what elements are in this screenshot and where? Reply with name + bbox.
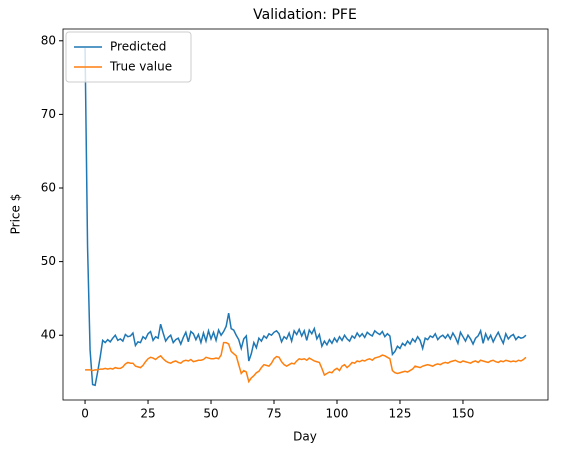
x-tick-label: 25 — [140, 407, 155, 421]
x-tick-label: 50 — [203, 407, 218, 421]
chart-title: Validation: PFE — [253, 7, 357, 23]
x-axis-label: Day — [293, 430, 317, 444]
x-tick-label: 75 — [266, 407, 281, 421]
x-tick-label: 125 — [389, 407, 412, 421]
y-tick-label: 50 — [41, 254, 56, 268]
legend-box — [65, 31, 192, 83]
y-tick-label: 60 — [41, 181, 56, 195]
plot-frame — [62, 28, 549, 401]
data-line — [84, 48, 527, 387]
x-tick-label: 0 — [81, 407, 89, 421]
y-tick-label: 40 — [41, 328, 56, 342]
y-tick-label: 70 — [41, 107, 56, 121]
x-tick-label: 150 — [452, 407, 475, 421]
legend-label: Predicted — [110, 40, 166, 54]
data-line — [85, 341, 527, 384]
y-tick-label: 80 — [41, 33, 56, 47]
x-tick-label: 100 — [326, 407, 349, 421]
y-axis-label: Price $ — [9, 194, 23, 235]
legend-label: True value — [109, 60, 172, 74]
